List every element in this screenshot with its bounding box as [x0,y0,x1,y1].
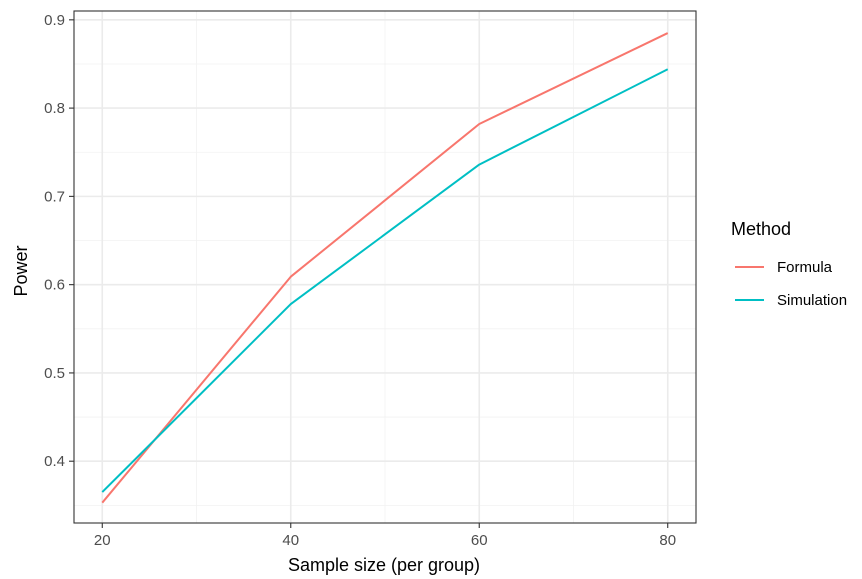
y-axis: 0.4 0.5 0.6 0.7 0.8 0.9 [44,12,74,470]
series-line-simulation [101,68,669,493]
x-axis: 20 40 60 80 [94,523,676,549]
series-lines [101,32,669,504]
y-tick-label: 0.9 [44,12,65,29]
plot-panel-border [73,10,697,524]
y-tick-label: 0.6 [44,277,65,294]
legend: Method Formula Simulation [731,219,847,309]
y-tick-label: 0.7 [44,188,65,205]
x-tick-label: 60 [471,532,488,549]
legend-title: Method [731,219,791,239]
series-line-formula [101,32,669,504]
gridlines [74,11,696,523]
y-tick-label: 0.5 [44,365,65,382]
legend-label-formula: Formula [777,259,833,276]
y-tick-label: 0.4 [44,453,65,470]
x-tick-label: 80 [659,532,676,549]
legend-label-simulation: Simulation [777,292,847,309]
x-tick-label: 20 [94,532,111,549]
y-axis-title: Power [11,245,31,296]
x-axis-title: Sample size (per group) [288,555,480,575]
y-tick-label: 0.8 [44,100,65,117]
x-tick-label: 40 [282,532,299,549]
